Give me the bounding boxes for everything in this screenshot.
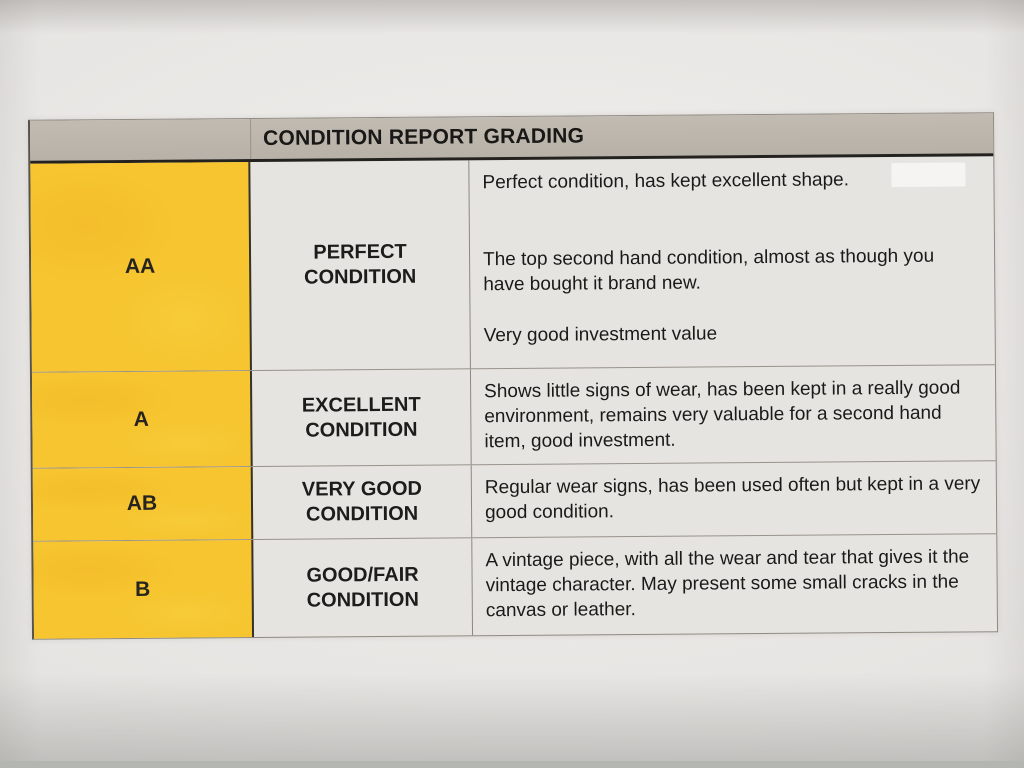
- condition-label-cell: EXCELLENT CONDITION: [251, 369, 472, 467]
- grade-code-cell: AB: [32, 467, 254, 541]
- grade-code-cell: B: [33, 540, 255, 639]
- condition-label-cell: PERFECT CONDITION: [250, 160, 471, 371]
- description-cell: Shows little signs of wear, has been kep…: [471, 365, 996, 464]
- photo-bottom-edge: [0, 761, 1024, 768]
- grade-code-cell: AA: [30, 162, 252, 372]
- description-paragraph: The top second hand condition, almost as…: [483, 245, 935, 296]
- condition-label-cell: GOOD/FAIR CONDITION: [253, 538, 474, 638]
- condition-grading-table: CONDITION REPORT GRADING AA PERFECT COND…: [27, 112, 999, 640]
- description-paragraph: Shows little signs of wear, has been kep…: [484, 377, 961, 453]
- description-cell: A vintage piece, with all the wear and t…: [472, 534, 997, 635]
- condition-label-cell: VERY GOOD CONDITION: [252, 465, 473, 540]
- description-paragraph: A vintage piece, with all the wear and t…: [485, 546, 970, 622]
- description-cell: Perfect condition, has kept excellent sh…: [469, 156, 995, 368]
- header-spacer-cell: [29, 119, 252, 161]
- grade-code-cell: A: [31, 371, 253, 468]
- condition-label: GOOD/FAIR CONDITION: [306, 563, 419, 612]
- table-title: CONDITION REPORT GRADING: [263, 124, 585, 150]
- condition-label: VERY GOOD CONDITION: [301, 477, 422, 526]
- table-row-grade-a: A EXCELLENT CONDITION Shows little signs…: [31, 364, 996, 468]
- description-cell: Regular wear signs, has been used often …: [472, 461, 997, 537]
- correction-tape-patch: [891, 162, 966, 188]
- table-header-bar: CONDITION REPORT GRADING: [29, 113, 994, 164]
- condition-label: PERFECT CONDITION: [304, 240, 417, 289]
- table-row-grade-aa: AA PERFECT CONDITION Perfect condition, …: [30, 156, 995, 372]
- condition-label: EXCELLENT CONDITION: [301, 393, 421, 442]
- table-row-grade-ab: AB VERY GOOD CONDITION Regular wear sign…: [32, 460, 997, 541]
- table-row-grade-b: B GOOD/FAIR CONDITION A vintage piece, w…: [33, 533, 998, 639]
- description-paragraph: Very good investment value: [483, 323, 718, 347]
- description-paragraph: Regular wear signs, has been used often …: [484, 473, 981, 524]
